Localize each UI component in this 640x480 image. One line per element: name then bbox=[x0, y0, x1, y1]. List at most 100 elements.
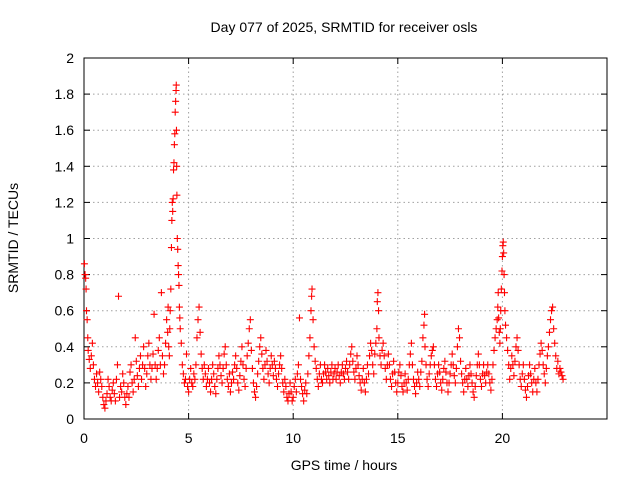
data-point bbox=[242, 364, 250, 372]
data-point bbox=[117, 383, 125, 391]
data-point bbox=[120, 379, 128, 387]
data-point bbox=[521, 386, 529, 394]
data-point bbox=[220, 350, 228, 358]
data-point bbox=[370, 370, 378, 378]
data-point bbox=[108, 386, 116, 394]
data-point bbox=[239, 361, 247, 369]
data-point bbox=[354, 361, 362, 369]
data-point bbox=[374, 289, 382, 297]
data-point bbox=[403, 386, 411, 394]
data-point bbox=[189, 383, 197, 391]
data-point bbox=[457, 357, 465, 365]
data-point bbox=[375, 307, 383, 315]
y-tick-label: 2 bbox=[66, 50, 74, 66]
data-point bbox=[463, 375, 471, 383]
data-point bbox=[460, 388, 468, 396]
data-point bbox=[202, 383, 210, 391]
data-point bbox=[498, 267, 506, 275]
data-point bbox=[307, 307, 315, 315]
data-point bbox=[489, 361, 497, 369]
data-point bbox=[80, 260, 88, 268]
data-point bbox=[301, 386, 309, 394]
data-point bbox=[234, 379, 242, 387]
data-point bbox=[180, 379, 188, 387]
data-point bbox=[252, 393, 260, 401]
data-point bbox=[467, 370, 475, 378]
data-point bbox=[308, 285, 316, 293]
data-point bbox=[170, 166, 178, 174]
data-point bbox=[101, 404, 109, 412]
data-point bbox=[219, 364, 227, 372]
data-point bbox=[344, 368, 352, 376]
data-point bbox=[512, 343, 520, 351]
data-point bbox=[368, 346, 376, 354]
data-point bbox=[466, 361, 474, 369]
data-point bbox=[133, 372, 141, 380]
data-point bbox=[506, 375, 514, 383]
x-tick-label: 5 bbox=[185, 430, 193, 446]
data-point bbox=[503, 334, 511, 342]
data-point bbox=[517, 383, 525, 391]
data-point bbox=[496, 325, 504, 333]
data-point bbox=[263, 357, 271, 365]
data-point bbox=[541, 379, 549, 387]
data-point bbox=[168, 198, 176, 206]
data-point bbox=[191, 375, 199, 383]
data-point bbox=[259, 364, 267, 372]
data-point bbox=[138, 375, 146, 383]
data-point bbox=[276, 361, 284, 369]
data-point bbox=[533, 388, 541, 396]
y-axis-label: SRMTID / TECUs bbox=[5, 183, 21, 293]
data-point bbox=[511, 357, 519, 365]
data-point bbox=[262, 346, 270, 354]
data-point bbox=[456, 334, 464, 342]
data-point bbox=[129, 388, 137, 396]
data-point bbox=[176, 325, 184, 333]
data-point bbox=[418, 357, 426, 365]
data-point bbox=[170, 159, 178, 167]
data-point bbox=[235, 386, 243, 394]
data-point bbox=[343, 357, 351, 365]
data-point bbox=[159, 370, 167, 378]
data-point bbox=[215, 352, 223, 360]
data-point bbox=[218, 379, 226, 387]
data-point bbox=[522, 393, 530, 401]
data-point bbox=[493, 316, 501, 324]
data-point bbox=[250, 388, 258, 396]
x-tick-label: 15 bbox=[390, 430, 406, 446]
data-point bbox=[476, 375, 484, 383]
data-point bbox=[103, 390, 111, 398]
data-point bbox=[323, 375, 331, 383]
data-point bbox=[253, 383, 261, 391]
data-point bbox=[210, 370, 218, 378]
data-point bbox=[557, 368, 565, 376]
data-point bbox=[481, 372, 489, 380]
data-point bbox=[201, 370, 209, 378]
data-point bbox=[179, 370, 187, 378]
data-point bbox=[166, 307, 174, 315]
data-point bbox=[509, 361, 517, 369]
data-point bbox=[390, 357, 398, 365]
data-point bbox=[89, 361, 97, 369]
data-point bbox=[118, 388, 126, 396]
data-point bbox=[175, 271, 183, 279]
data-point bbox=[486, 379, 494, 387]
data-point bbox=[247, 346, 255, 354]
data-point bbox=[384, 350, 392, 358]
data-point bbox=[346, 361, 354, 369]
data-point bbox=[372, 339, 380, 347]
data-point bbox=[300, 397, 308, 405]
data-point bbox=[402, 379, 410, 387]
data-point bbox=[154, 346, 162, 354]
data-point bbox=[257, 334, 265, 342]
grid-lines bbox=[84, 58, 607, 419]
data-point bbox=[164, 328, 172, 336]
data-point bbox=[110, 390, 118, 398]
data-point bbox=[453, 343, 461, 351]
y-tick-label: 0 bbox=[66, 411, 74, 427]
y-tick-label: 1.8 bbox=[55, 86, 75, 102]
data-point bbox=[286, 379, 294, 387]
data-point bbox=[348, 343, 356, 351]
data-point bbox=[127, 361, 135, 369]
